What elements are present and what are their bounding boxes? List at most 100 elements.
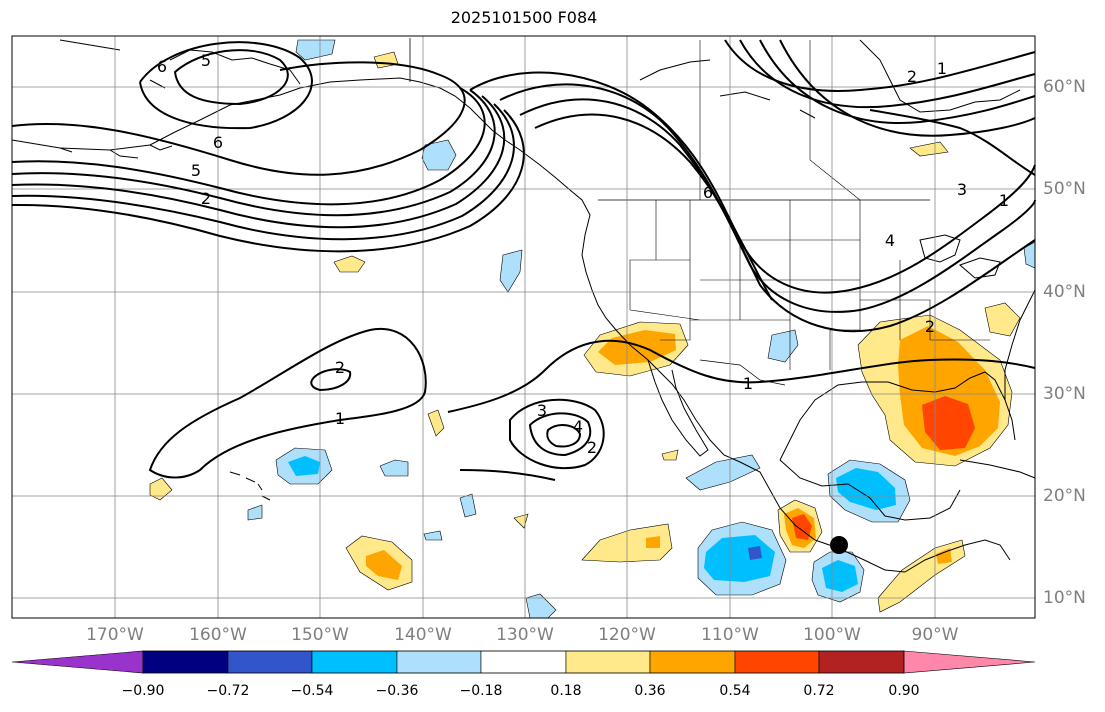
lon-label: 140°W <box>394 625 452 645</box>
contour-line <box>11 89 496 217</box>
lat-label: 40°N <box>1043 282 1086 302</box>
contour-label: 2 <box>907 67 917 86</box>
shade-patch <box>333 255 366 273</box>
shade-patch <box>909 141 949 157</box>
shade-patch <box>366 550 402 580</box>
contour-label: 2 <box>925 317 935 336</box>
contour-labels: 6 5 6 5 2 6 2 1 3 1 4 2 1 3 4 2 1 <box>157 51 1009 457</box>
contour-line <box>469 71 1036 294</box>
contour-label: 1 <box>743 374 753 393</box>
lon-label: 160°W <box>189 625 247 645</box>
colorbar-tick-label: −0.36 <box>375 683 419 699</box>
shade-patch <box>984 302 1021 337</box>
shade-patch <box>379 459 409 477</box>
contour-line <box>139 41 313 130</box>
shade-patch <box>459 493 477 518</box>
colorbar-tick-label: −0.90 <box>121 683 165 699</box>
lon-label: 170°W <box>86 625 144 645</box>
colorbar-segment <box>227 650 313 674</box>
lon-label: 120°W <box>598 625 656 645</box>
colorbar-segment <box>565 650 651 674</box>
border <box>699 359 786 386</box>
contour-label: 2 <box>335 358 345 377</box>
lat-label: 50°N <box>1043 179 1086 199</box>
contour-label: 1 <box>335 409 345 428</box>
contour-label: 5 <box>201 51 211 70</box>
coastline <box>779 459 961 521</box>
coastline <box>959 257 1001 279</box>
lat-label: 10°N <box>1043 588 1086 608</box>
coastline <box>11 77 506 151</box>
shade-patch <box>149 477 173 501</box>
contour-line <box>724 39 1036 92</box>
contour-label: 2 <box>587 438 597 457</box>
shade-patch <box>499 249 523 293</box>
contour-label: 6 <box>157 57 167 76</box>
shade-patch <box>646 536 660 548</box>
colorbar-tick-label: 0.90 <box>888 683 920 699</box>
contour-line <box>11 61 466 176</box>
contour-label: 3 <box>537 401 547 420</box>
lat-label: 60°N <box>1043 77 1086 97</box>
shade-patch <box>288 456 320 476</box>
shade-patch <box>936 548 952 564</box>
contour-line <box>534 113 773 301</box>
coastline <box>504 139 906 573</box>
colorbar-tick-label: 0.72 <box>803 683 835 699</box>
contour-line <box>499 83 1036 313</box>
coastline <box>59 144 173 159</box>
shade-patch <box>247 504 263 521</box>
colorbar-tick-label: −0.54 <box>290 683 334 699</box>
contour-label: 6 <box>703 183 713 202</box>
colorbar-segment <box>734 650 820 674</box>
shade-patch <box>685 454 761 491</box>
contour-line <box>11 103 515 241</box>
lon-label: 130°W <box>496 625 554 645</box>
colorbar-tick-label: 0.18 <box>550 683 582 699</box>
contour-line <box>11 87 486 206</box>
colorbar-segment <box>311 650 398 674</box>
colorbar-tick-label: −0.72 <box>206 683 250 699</box>
lon-label: 100°W <box>803 625 861 645</box>
coastline <box>859 39 1021 113</box>
coastline <box>1004 289 1036 400</box>
location-marker <box>830 536 848 554</box>
colorbar <box>11 650 1036 674</box>
colorbar-segment <box>649 650 736 674</box>
contour-line <box>546 424 582 448</box>
colorbar-segment <box>480 650 567 674</box>
colorbar-segment <box>142 650 229 674</box>
contour-label: 4 <box>885 231 895 250</box>
map-frame <box>11 35 1036 619</box>
colorbar-extend-high <box>903 650 1036 674</box>
colorbar-tick-label: 0.36 <box>634 683 666 699</box>
shade-patch <box>661 449 679 461</box>
contour-line <box>528 412 592 457</box>
colorbar-extend-low <box>11 650 144 674</box>
shade-patch <box>836 468 896 510</box>
coastlines-and-borders <box>11 38 1036 573</box>
contour-line <box>869 109 1036 176</box>
shade-patch <box>767 329 799 363</box>
contour-line <box>11 109 525 253</box>
contour-line <box>739 39 1036 109</box>
lon-label: 110°W <box>701 625 759 645</box>
colorbar-segment <box>396 650 482 674</box>
colorbar-tick-label: 0.54 <box>719 683 751 699</box>
contour-label: 1 <box>937 59 947 78</box>
contour-line <box>11 95 506 229</box>
colorbar-tick-label: −0.18 <box>459 683 503 699</box>
lat-lon-gridlines <box>12 36 1035 618</box>
contour-line <box>759 39 1036 124</box>
shade-patch <box>598 330 676 365</box>
contour-line <box>447 339 1036 413</box>
contour-label: 2 <box>201 189 211 208</box>
contour-label: 6 <box>213 133 223 152</box>
shade-patch <box>423 530 443 541</box>
shade-patch <box>295 39 336 61</box>
contour-label: 3 <box>957 180 967 199</box>
shade-patch <box>421 139 457 171</box>
coastline <box>229 471 271 501</box>
lat-label: 20°N <box>1043 486 1086 506</box>
